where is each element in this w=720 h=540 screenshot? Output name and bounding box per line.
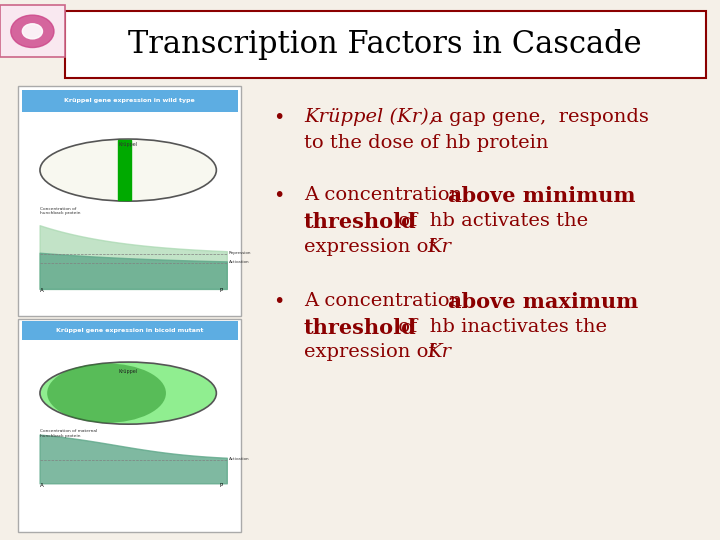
Text: above maximum: above maximum (448, 292, 638, 312)
Ellipse shape (40, 139, 217, 201)
FancyBboxPatch shape (22, 321, 238, 340)
Text: Krüppel: Krüppel (119, 142, 138, 147)
Text: expression of: expression of (304, 238, 441, 256)
Text: Concentration of maternal
hunchback protein: Concentration of maternal hunchback prot… (40, 429, 97, 438)
Text: P: P (220, 483, 223, 488)
FancyBboxPatch shape (0, 5, 65, 57)
Text: Kr: Kr (428, 343, 451, 361)
FancyBboxPatch shape (18, 319, 241, 532)
Text: A concentration: A concentration (304, 292, 468, 309)
Text: P: P (220, 288, 223, 293)
FancyBboxPatch shape (22, 90, 238, 112)
Text: threshold: threshold (304, 318, 417, 338)
Text: Concentration of
hunchback protein: Concentration of hunchback protein (40, 207, 80, 215)
Text: expression of: expression of (304, 343, 441, 361)
FancyBboxPatch shape (65, 11, 706, 78)
Text: Krüppel gene expression in bicoid mutant: Krüppel gene expression in bicoid mutant (56, 328, 203, 333)
Ellipse shape (47, 363, 166, 423)
Text: of  hb inactivates the: of hb inactivates the (392, 318, 607, 335)
Text: a gap gene,  responds: a gap gene, responds (425, 108, 649, 126)
Text: Krüppel: Krüppel (119, 369, 138, 374)
FancyBboxPatch shape (18, 86, 241, 316)
Text: Kr: Kr (428, 238, 451, 256)
Text: •: • (274, 292, 285, 310)
Text: to the dose of hb protein: to the dose of hb protein (304, 134, 549, 152)
Bar (118, 140, 131, 200)
Text: above minimum: above minimum (448, 186, 635, 206)
Circle shape (22, 24, 42, 39)
Text: Transcription Factors in Cascade: Transcription Factors in Cascade (128, 29, 642, 60)
Text: A: A (40, 483, 43, 488)
Text: Activation: Activation (229, 457, 250, 461)
Text: Activation: Activation (229, 260, 250, 264)
Text: •: • (274, 186, 285, 205)
Text: Krüppel (Kr),: Krüppel (Kr), (304, 108, 435, 126)
Text: A concentration: A concentration (304, 186, 468, 204)
Text: Repression: Repression (229, 251, 251, 255)
Text: •: • (274, 108, 285, 127)
Text: threshold: threshold (304, 212, 417, 232)
Text: A: A (40, 288, 43, 293)
Circle shape (11, 15, 54, 48)
Text: Krüppel gene expression in wild type: Krüppel gene expression in wild type (64, 98, 195, 104)
Text: of  hb activates the: of hb activates the (392, 212, 588, 230)
Ellipse shape (40, 362, 217, 424)
